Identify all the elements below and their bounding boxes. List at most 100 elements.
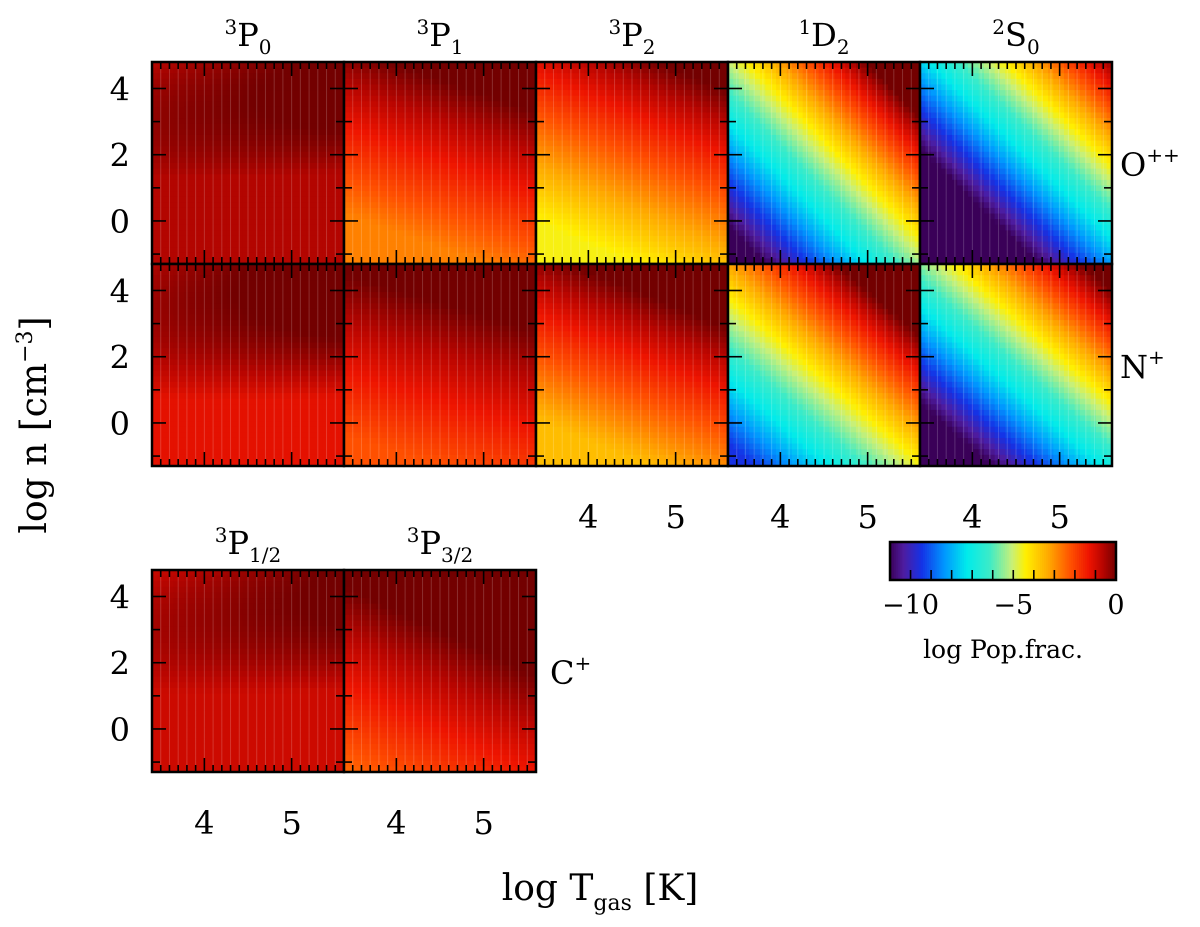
heatmap-cell [317, 179, 324, 187]
heatmap-cell [349, 84, 356, 91]
heatmap-cell [642, 179, 649, 187]
heatmap-cell [258, 258, 265, 265]
heatmap-cell [269, 62, 276, 69]
heatmap-cell [792, 230, 798, 237]
heatmap-cell [477, 129, 484, 136]
heatmap-cell [520, 101, 526, 108]
heatmap-cell [376, 230, 382, 237]
heatmap-cell [680, 247, 686, 254]
heatmap-cell [781, 247, 788, 254]
heatmap-cell [525, 163, 532, 170]
heatmap-cell [765, 252, 772, 259]
heatmap-cell [413, 202, 420, 209]
heatmap-cell [365, 179, 372, 187]
heatmap-cell [658, 90, 665, 97]
heatmap-cell [269, 185, 276, 192]
heatmap-cell [413, 106, 420, 114]
heatmap-cell [434, 185, 441, 192]
heatmap-cell [466, 112, 473, 119]
heatmap-cell [738, 112, 745, 119]
heatmap-cell [221, 106, 228, 114]
heatmap-cell [237, 168, 244, 175]
heatmap-cell [248, 140, 254, 147]
heatmap-cell [594, 95, 601, 102]
heatmap-cell [434, 241, 441, 248]
heatmap-cell [786, 168, 793, 175]
heatmap-cell [365, 134, 372, 142]
heatmap-cell [189, 168, 196, 175]
heatmap-cell [290, 163, 297, 170]
heatmap-cell [370, 78, 377, 86]
heatmap-cell [610, 224, 617, 231]
heatmap-cell [226, 101, 233, 108]
heatmap-cell [392, 129, 398, 136]
heatmap-cell [413, 140, 420, 147]
heatmap-cell [168, 179, 174, 187]
heatmap-cell [530, 163, 537, 170]
heatmap-cell [840, 146, 846, 153]
heatmap-cell [413, 174, 420, 181]
heatmap-cell [712, 78, 718, 86]
heatmap-cell [285, 219, 292, 226]
heatmap-cell [589, 230, 596, 237]
heatmap-cell [434, 73, 441, 80]
heatmap-cell [621, 196, 628, 203]
heatmap-cell [397, 230, 404, 237]
heatmap-cell [514, 62, 521, 69]
heatmap-cell [530, 95, 537, 102]
heatmap-cell [344, 84, 350, 91]
heatmap-cell [440, 84, 446, 91]
heatmap-cell [642, 168, 649, 175]
heatmap-cell [792, 78, 798, 86]
heatmap-cell [360, 174, 366, 181]
heatmap-cell [530, 62, 537, 69]
heatmap-cell [594, 78, 601, 86]
heatmap-cell [802, 185, 809, 192]
heatmap-cell [456, 191, 462, 198]
heatmap-cell [712, 112, 718, 119]
heatmap-cell [312, 62, 318, 69]
heatmap-cell [616, 163, 622, 170]
heatmap-cell [536, 106, 542, 114]
heatmap-cell [269, 146, 276, 153]
heatmap-cell [792, 90, 798, 97]
heatmap-cell [290, 157, 297, 164]
heatmap-cell [285, 84, 292, 91]
heatmap-cell [216, 230, 222, 237]
heatmap-cell [813, 78, 820, 86]
heatmap-cell [466, 67, 473, 74]
heatmap-cell [514, 168, 521, 175]
heatmap-cell [754, 146, 761, 153]
heatmap-cell [285, 101, 292, 108]
heatmap-cell [317, 62, 324, 69]
heatmap-cell [317, 247, 324, 254]
heatmap-cell [738, 73, 745, 80]
heatmap-cell [738, 90, 745, 97]
heatmap-cell [424, 235, 430, 243]
heatmap-cell [552, 73, 558, 80]
heatmap-cell [445, 213, 452, 220]
heatmap-cell [477, 174, 484, 181]
heatmap-cell [184, 84, 190, 91]
heatmap-cell [616, 112, 622, 119]
heatmap-cell [610, 106, 617, 114]
heatmap-cell [264, 106, 270, 114]
heatmap-cell [445, 241, 452, 248]
heatmap-cell [781, 163, 788, 170]
heatmap-cell [632, 106, 638, 114]
heatmap-cell [813, 196, 820, 203]
heatmap-cell [562, 235, 569, 243]
heatmap-cell [328, 196, 334, 203]
heatmap-cell [226, 213, 233, 220]
heatmap-cell [157, 168, 164, 175]
heatmap-cell [285, 112, 292, 119]
heatmap-cell [552, 151, 558, 158]
heatmap-cell [616, 84, 622, 91]
heatmap-cell [328, 168, 334, 175]
heatmap-cell [290, 202, 297, 209]
heatmap-cell [290, 219, 297, 226]
heatmap-cell [242, 174, 249, 181]
heatmap-cell [477, 106, 484, 114]
heatmap-cell [584, 241, 590, 248]
heatmap-cell [301, 258, 308, 265]
